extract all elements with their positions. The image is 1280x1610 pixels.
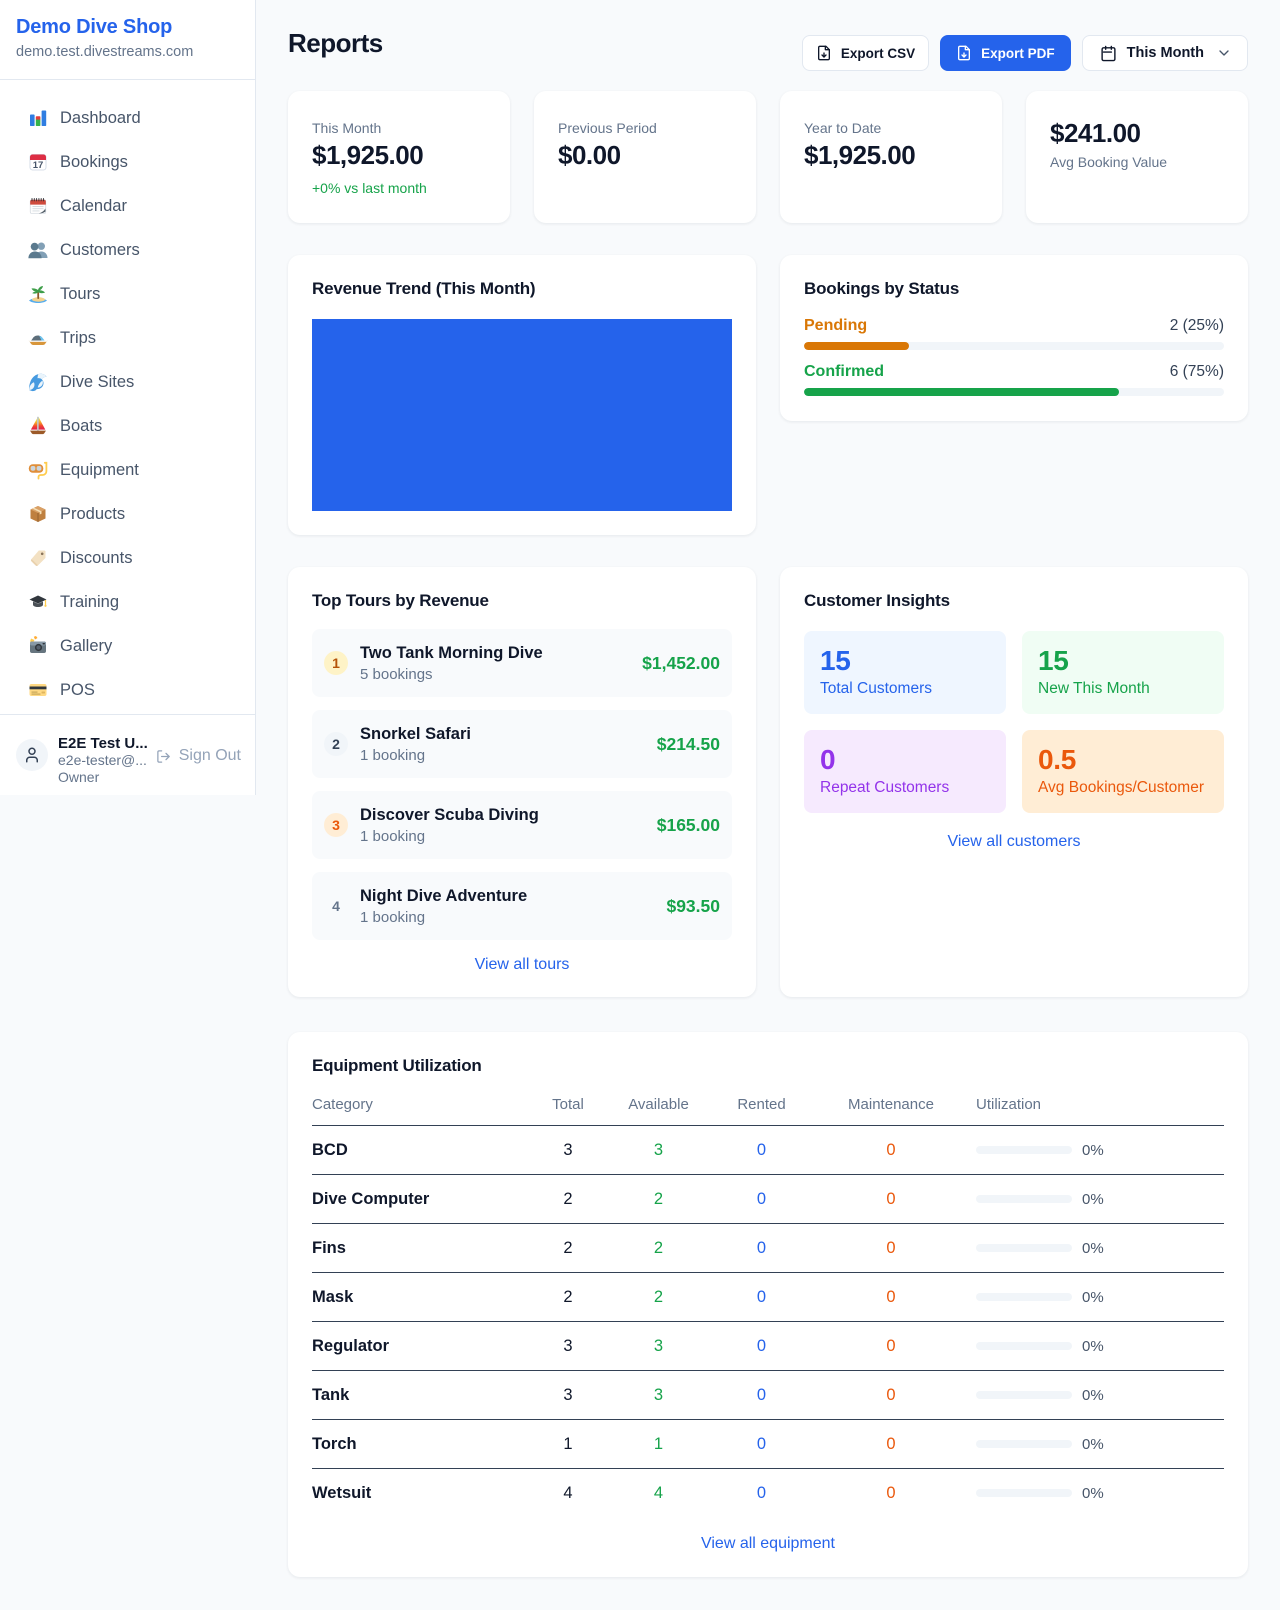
svg-text:17: 17 xyxy=(33,160,44,171)
